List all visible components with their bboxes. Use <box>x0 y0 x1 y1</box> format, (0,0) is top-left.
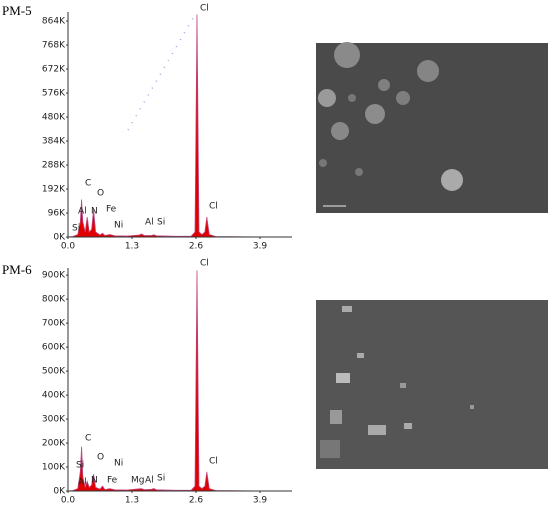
peak-label: Ni <box>114 459 123 469</box>
peak-label: Cl <box>209 457 218 467</box>
y-tick-label: 900K <box>42 271 66 281</box>
peak-label: Si <box>157 218 165 228</box>
chart-title: PM-6 <box>2 262 32 277</box>
y-tick-label: 400K <box>42 391 66 401</box>
x-tick-label: 3.9 <box>253 496 268 506</box>
y-tick-label: 480K <box>42 113 66 123</box>
x-tick-label: 1.3 <box>125 496 139 506</box>
spectrum <box>67 270 293 492</box>
sem-image <box>316 42 548 213</box>
peak-label: Al <box>78 478 87 488</box>
peak-label: Al <box>78 207 87 217</box>
peak-label: Al <box>145 218 154 228</box>
peak-label: Fe <box>106 205 117 215</box>
x-tick-label: 3.9 <box>253 242 268 252</box>
y-tick-label: 200K <box>42 439 66 449</box>
peak-label: Cl <box>200 259 209 269</box>
x-tick-label: 2.6 <box>189 242 204 252</box>
y-tick-label: 100K <box>42 463 66 473</box>
peak-label: Ni <box>114 221 123 231</box>
peak-label: N <box>91 207 98 217</box>
peak-label: Si <box>157 474 165 484</box>
peak-label: N <box>91 476 98 486</box>
y-tick-label: 768K <box>42 41 66 51</box>
x-tick-label: 0.0 <box>61 242 76 252</box>
y-tick-label: 800K <box>42 295 66 305</box>
x-tick-label: 1.3 <box>125 242 139 252</box>
y-tick-label: 600K <box>42 343 66 353</box>
peak-label: Cl <box>200 4 209 14</box>
peak-label: O <box>97 453 104 463</box>
y-tick-label: 576K <box>42 89 66 99</box>
y-tick-label: 0K <box>53 233 66 243</box>
peak-label: O <box>97 189 104 199</box>
peak-label: Si <box>76 461 84 471</box>
y-tick-label: 288K <box>42 161 66 171</box>
x-tick-label: 0.0 <box>61 496 76 506</box>
y-tick-label: 700K <box>42 319 66 329</box>
y-tick-label: 300K <box>42 415 66 425</box>
peak-label: Si <box>72 224 80 234</box>
y-tick-label: 500K <box>42 367 66 377</box>
x-tick-label: 2.6 <box>189 496 204 506</box>
peak-label: Mg <box>131 476 144 486</box>
y-tick-label: 96K <box>48 209 66 219</box>
peak-label: Fe <box>107 476 118 486</box>
peak-label: C <box>85 179 91 189</box>
spectrum <box>67 14 293 238</box>
y-tick-label: 384K <box>42 137 66 147</box>
peak-label: Cl <box>209 202 218 212</box>
chart-title: PM-5 <box>2 3 32 18</box>
peak-label: Al <box>145 476 154 486</box>
y-tick-label: 864K <box>42 17 66 27</box>
sem-image <box>316 300 548 469</box>
peak-label: C <box>85 434 91 444</box>
artefact-line <box>127 17 194 131</box>
y-tick-label: 192K <box>42 185 66 195</box>
y-tick-label: 0K <box>53 487 66 497</box>
y-tick-label: 672K <box>42 65 66 75</box>
